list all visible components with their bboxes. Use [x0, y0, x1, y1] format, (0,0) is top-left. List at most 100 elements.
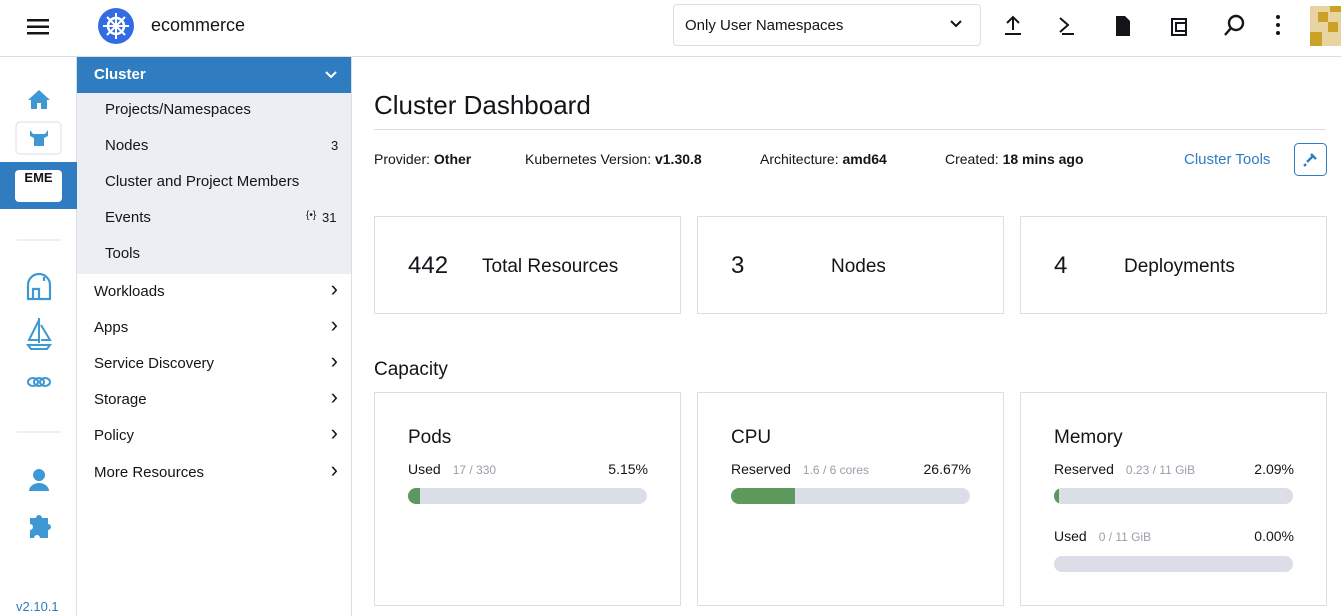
nav-group[interactable]: More Resources: [94, 460, 344, 483]
stat-label: Deployments: [1124, 256, 1235, 277]
meter-track: [731, 488, 970, 504]
toolbar-icons: [1005, 14, 1280, 36]
home-icon[interactable]: [28, 90, 50, 109]
fact-value: amd64: [842, 151, 887, 167]
meter-label-text: Reserved: [1054, 461, 1114, 477]
meter-fill: [731, 488, 795, 504]
stat-value: 4: [1054, 252, 1068, 279]
fact-value: v1.30.8: [654, 151, 702, 167]
stat-card[interactable]: 3 Nodes: [697, 216, 1004, 314]
collapse-icon: [325, 71, 337, 79]
nav-group[interactable]: Apps: [94, 315, 344, 338]
cluster-name: ecommerce: [151, 15, 246, 35]
avatar[interactable]: [1310, 6, 1341, 46]
fact: Created: 18 mins ago: [945, 151, 1084, 167]
meter-detail: 0.23 / 11 GiB: [1125, 463, 1196, 477]
nav-group[interactable]: Service Discovery: [94, 351, 344, 374]
fact-label: Created:: [945, 151, 999, 167]
meter-detail: 1.6 / 6 cores: [802, 463, 869, 477]
stat-label: Nodes: [831, 256, 886, 277]
stat-value: 442: [408, 252, 449, 279]
users-icon[interactable]: [29, 469, 49, 491]
meter-label-text: Used: [408, 461, 441, 477]
cluster-badge: EME: [24, 170, 53, 185]
meter-track: [408, 488, 647, 504]
fact-label: Kubernetes Version:: [525, 151, 652, 167]
cluster-tools-link[interactable]: Cluster Tools: [1184, 151, 1271, 168]
file-icon[interactable]: [1116, 16, 1130, 36]
capacity-card: Pods Used 17 / 330 5.15%: [374, 392, 681, 606]
section-title: Capacity: [374, 359, 448, 380]
shell-icon[interactable]: [1059, 17, 1074, 35]
fact-label: Provider:: [374, 151, 431, 167]
meter-label: Reserved 0.23 / 11 GiB: [1054, 461, 1195, 477]
meter-detail: 0 / 11 GiB: [1098, 530, 1152, 544]
capacity-card: CPU Reserved 1.6 / 6 cores 26.67%: [697, 392, 1004, 606]
fleet-icon[interactable]: [26, 272, 52, 301]
apps-icon[interactable]: [26, 318, 52, 350]
fact-value: Other: [433, 151, 472, 167]
extensions-icon[interactable]: [30, 515, 51, 538]
meter-detail: 17 / 330: [452, 463, 497, 477]
mesh-icon[interactable]: [27, 377, 51, 387]
nav-section-label: Cluster: [94, 66, 146, 83]
fact-label: Architecture:: [760, 151, 839, 167]
meter-value: 0.00%: [1254, 528, 1294, 544]
meter-label: Used 17 / 330: [408, 461, 496, 477]
fact: Provider: Other: [374, 151, 471, 167]
fact-value: 18 mins ago: [1002, 151, 1084, 167]
card-title: Pods: [408, 427, 452, 448]
rail-icons: [0, 90, 77, 603]
side-nav: [77, 57, 352, 616]
meter-value: 26.67%: [923, 461, 971, 477]
stat-value: 3: [731, 252, 745, 279]
divider: [374, 129, 1326, 130]
meter-label: Reserved 1.6 / 6 cores: [731, 461, 869, 477]
nav-items: [77, 93, 351, 274]
capacity-card: Memory Reserved 0.23 / 11 GiB 2.09% Used 0…: [1020, 392, 1327, 606]
nav-item[interactable]: Cluster and Project Members: [105, 173, 300, 190]
meter-value: 5.15%: [608, 461, 648, 477]
stat-card[interactable]: 4 Deployments: [1020, 216, 1327, 314]
pin-button[interactable]: [1294, 143, 1327, 176]
cluster-logo: [98, 8, 134, 44]
nav-count: 31: [322, 210, 337, 225]
meter-value: 2.09%: [1254, 461, 1294, 477]
meter-fill: [1054, 488, 1059, 504]
meter-label-text: Reserved: [731, 461, 791, 477]
card-title: CPU: [731, 427, 772, 448]
more-icon[interactable]: [1276, 15, 1280, 35]
nav-item[interactable]: Tools: [105, 245, 141, 262]
namespace-filter[interactable]: Only User Namespaces: [673, 4, 981, 46]
nav-item[interactable]: Projects/Namespaces: [105, 101, 251, 118]
stat-card[interactable]: 442 Total Resources: [374, 216, 681, 314]
icon-rail: [0, 57, 77, 616]
fact: Architecture: amd64: [760, 151, 887, 167]
menu-button[interactable]: [27, 17, 51, 37]
nav-section[interactable]: Cluster: [77, 57, 351, 93]
version[interactable]: v2.10.1: [16, 599, 59, 614]
nav-group[interactable]: Policy: [94, 423, 344, 446]
top-bar: [0, 0, 1341, 57]
nav-group[interactable]: Workloads: [94, 279, 344, 302]
nav-count: 3: [331, 138, 339, 153]
copy-icon[interactable]: [1171, 18, 1187, 36]
events-icon: {•}: [306, 210, 317, 221]
nav-item[interactable]: Nodes: [105, 137, 149, 154]
meter-track: [1054, 488, 1293, 504]
stat-label: Total Resources: [482, 256, 619, 277]
page-title: Cluster Dashboard: [374, 90, 591, 120]
nav-group[interactable]: Storage: [94, 387, 344, 410]
card-title: Memory: [1054, 427, 1123, 448]
dropdown-icon: [950, 20, 962, 28]
search-icon[interactable]: [1224, 14, 1245, 36]
meter-track: [1054, 556, 1293, 572]
fact: Kubernetes Version: v1.30.8: [525, 151, 702, 167]
meter-label-text: Used: [1054, 528, 1087, 544]
meter-label: Used 0 / 11 GiB: [1054, 528, 1151, 544]
meter-fill: [408, 488, 421, 504]
import-icon[interactable]: [1005, 15, 1021, 35]
nav-item[interactable]: Events: [105, 209, 151, 226]
